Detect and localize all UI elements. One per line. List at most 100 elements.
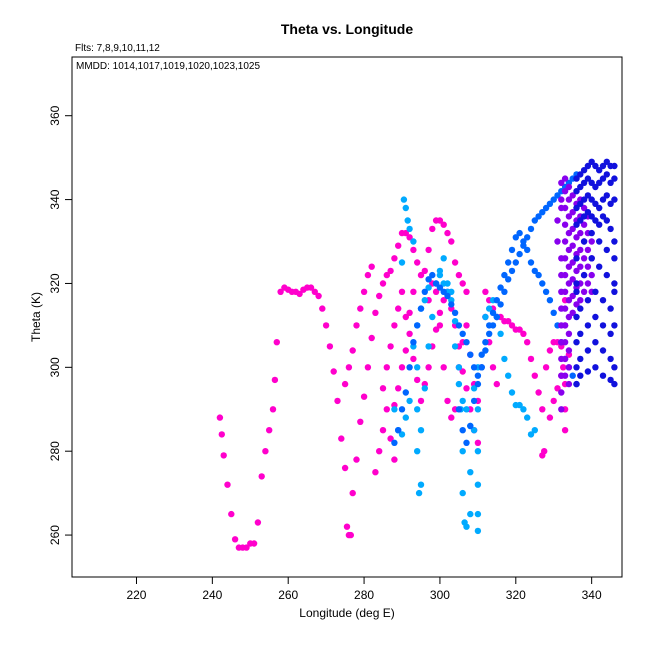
data-point [383, 406, 390, 413]
data-point [459, 427, 466, 434]
plot-frame [71, 56, 623, 578]
data-point [580, 271, 588, 279]
data-point [573, 364, 580, 371]
data-point [395, 385, 402, 392]
data-point [569, 276, 576, 283]
data-point [455, 322, 463, 329]
data-point [577, 305, 584, 312]
data-point [512, 234, 519, 241]
data-point [497, 284, 504, 291]
data-point [592, 288, 599, 295]
data-point [546, 347, 554, 354]
data-point [391, 255, 398, 262]
data-point [414, 406, 421, 413]
data-point [343, 523, 351, 530]
data-point [417, 397, 425, 405]
data-point [482, 313, 489, 321]
data-point [432, 326, 440, 333]
data-point [508, 246, 516, 254]
data-point [345, 364, 353, 371]
data-point [482, 347, 489, 354]
data-point [599, 347, 607, 354]
data-point [599, 162, 607, 170]
data-point [436, 217, 444, 224]
data-point [505, 318, 512, 325]
data-point [368, 334, 375, 342]
data-point [448, 414, 455, 421]
data-point [277, 288, 284, 295]
data-point [520, 330, 527, 337]
data-point [558, 339, 565, 346]
data-point [539, 209, 546, 216]
data-point [360, 393, 368, 400]
data-point [489, 322, 497, 329]
data-point [315, 292, 322, 300]
data-point [584, 175, 592, 182]
data-point [372, 469, 379, 476]
data-point [588, 255, 595, 262]
data-point [584, 322, 592, 329]
data-point [512, 259, 519, 266]
data-point [406, 225, 413, 233]
data-point [599, 322, 607, 329]
data-point [527, 431, 535, 438]
data-point [573, 221, 580, 228]
data-point [474, 510, 482, 518]
data-point [584, 246, 592, 254]
data-point [505, 372, 512, 379]
data-point [592, 162, 599, 170]
data-point [387, 435, 394, 442]
data-point [349, 489, 356, 497]
data-point [611, 280, 618, 287]
data-point [474, 439, 482, 446]
data-point [520, 242, 527, 249]
data-point [459, 397, 466, 405]
x-tick-label: 240 [202, 588, 222, 602]
y-tick-label: 300 [48, 357, 62, 377]
data-point [250, 540, 258, 547]
data-point [584, 347, 592, 354]
data-point [554, 192, 561, 199]
data-point [414, 259, 421, 266]
data-point [584, 368, 592, 375]
data-point [599, 372, 607, 379]
data-point [474, 527, 482, 535]
data-point [607, 225, 614, 233]
y-axis-label: Theta (K) [29, 292, 43, 342]
data-point [607, 179, 614, 186]
data-point [527, 259, 535, 266]
data-point [402, 347, 409, 354]
data-point [470, 385, 478, 392]
data-point [410, 339, 417, 346]
data-point [516, 326, 523, 333]
data-point [474, 448, 482, 455]
data-point [539, 452, 546, 459]
data-point [611, 238, 618, 245]
data-point [425, 284, 432, 291]
data-point [573, 204, 580, 212]
data-point [588, 158, 595, 165]
data-point [580, 204, 588, 212]
data-point [603, 158, 610, 165]
data-point [577, 297, 584, 304]
data-point [558, 406, 565, 413]
data-point [326, 343, 334, 350]
data-point [592, 217, 599, 224]
data-point [376, 292, 383, 300]
data-point [436, 284, 444, 291]
data-point [607, 305, 614, 312]
data-point [573, 380, 580, 388]
data-point [404, 217, 411, 224]
data-point [561, 204, 569, 212]
data-point [569, 259, 576, 266]
data-point [444, 292, 451, 300]
data-point [565, 263, 573, 270]
data-point [558, 355, 565, 363]
data-point [558, 271, 565, 279]
data-point [406, 330, 413, 337]
data-point [573, 301, 580, 308]
data-point [603, 271, 610, 279]
data-point [254, 519, 262, 526]
data-point [444, 229, 451, 237]
data-point [588, 179, 595, 186]
